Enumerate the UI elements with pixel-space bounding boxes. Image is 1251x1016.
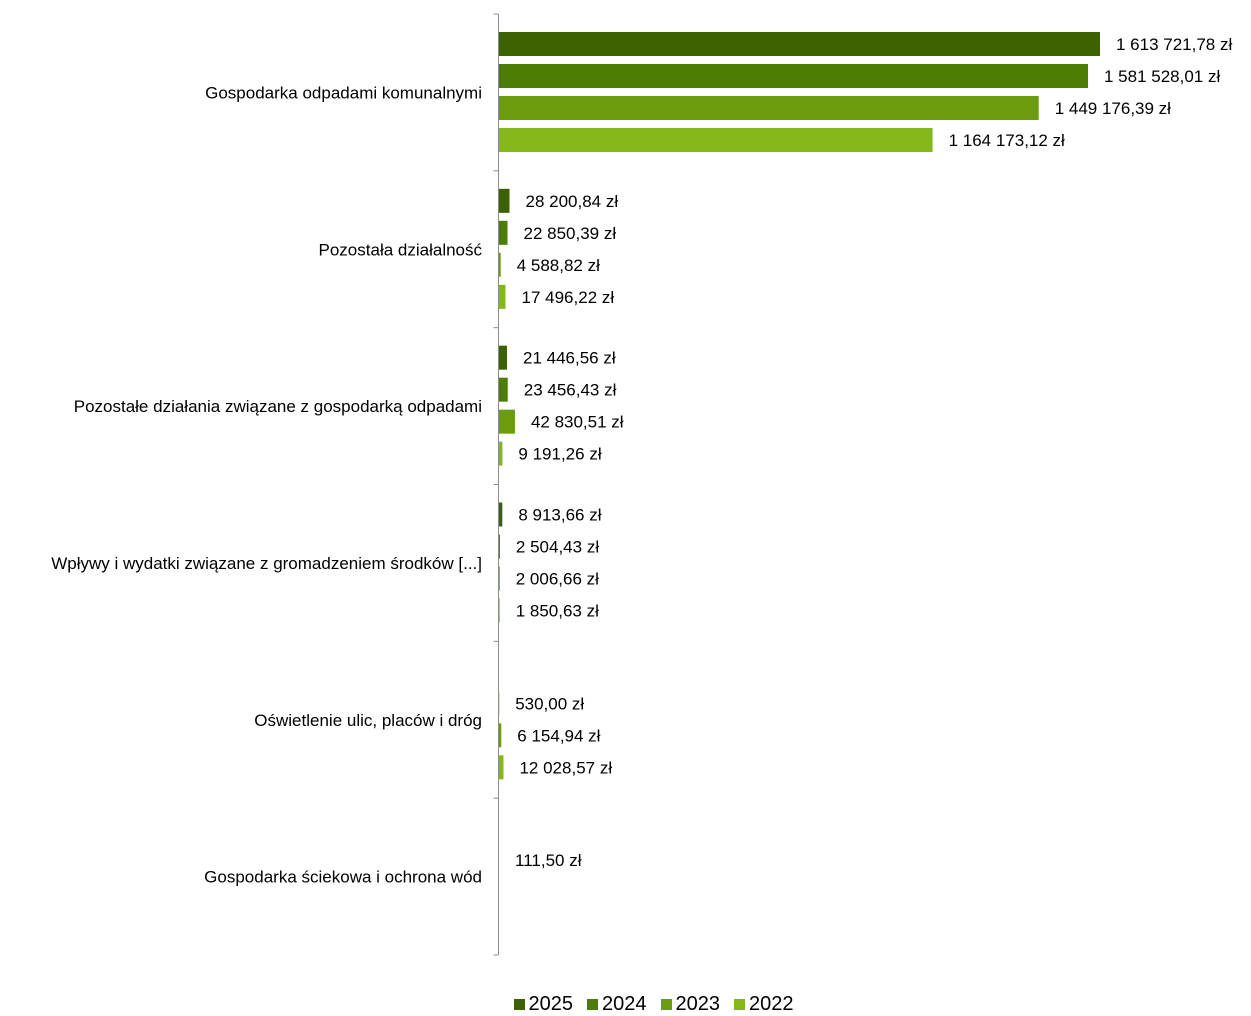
data-label: 42 830,51 zł	[531, 413, 624, 432]
data-label: 22 850,39 zł	[524, 224, 617, 243]
bar-2024	[499, 64, 1088, 88]
legend-swatch	[587, 999, 598, 1010]
legend-item-2022: 2022	[734, 993, 794, 1016]
category-label: Gospodarka ściekowa i ochrona wód	[204, 868, 482, 887]
bar-2023	[499, 410, 515, 434]
bar-2022	[499, 285, 506, 309]
category-label: Gospodarka odpadami komunalnymi	[205, 83, 482, 102]
legend-label: 2023	[676, 993, 721, 1016]
data-label: 1 850,63 zł	[516, 602, 599, 621]
bar-2024	[499, 221, 508, 245]
bar-2023	[499, 96, 1039, 120]
legend-item-2023: 2023	[661, 993, 721, 1016]
data-label: 2 504,43 zł	[516, 538, 599, 557]
legend-item-2024: 2024	[587, 993, 647, 1016]
bar-2025	[499, 346, 507, 370]
data-label: 28 200,84 zł	[526, 192, 619, 211]
bar-2023	[499, 253, 501, 277]
data-label: 111,50 zł	[515, 851, 582, 870]
legend-label: 2022	[749, 993, 794, 1016]
legend-swatch	[734, 999, 745, 1010]
value-labels: 1 613 721,78 zł 1 581 528,01 zł 1 449 176,…	[515, 35, 1232, 870]
category-label: Pozostała działalność	[319, 240, 483, 259]
bar-2025	[499, 503, 502, 527]
legend-item-2025: 2025	[514, 993, 574, 1016]
category-label: Pozostałe działania związane z gospodark…	[74, 397, 482, 416]
bar-2025	[499, 189, 510, 213]
data-label: 23 456,43 zł	[524, 381, 617, 400]
data-label: 1 581 528,01 zł	[1104, 67, 1220, 86]
data-label: 9 191,26 zł	[518, 445, 601, 464]
bar-2022	[499, 755, 503, 779]
category-label: Oświetlenie ulic, placów i dróg	[254, 711, 482, 730]
data-label: 8 913,66 zł	[518, 506, 601, 525]
legend-label: 2024	[602, 993, 647, 1016]
bar-chart: Gospodarka odpadami komunalnymi Pozostała…	[0, 0, 1251, 990]
data-label: 1 613 721,78 zł	[1116, 35, 1232, 54]
legend-label: 2025	[529, 993, 574, 1016]
legend-swatch	[661, 999, 672, 1010]
data-label: 12 028,57 zł	[519, 758, 612, 777]
bar-2025	[499, 32, 1100, 56]
bar-2024	[499, 535, 500, 559]
bar-2023	[499, 567, 500, 591]
bar-2023	[499, 723, 501, 747]
data-label: 530,00 zł	[515, 694, 584, 713]
legend-swatch	[514, 999, 525, 1010]
data-label: 2 006,66 zł	[516, 570, 599, 589]
category-labels: Gospodarka odpadami komunalnymi Pozostała…	[51, 83, 482, 886]
data-label: 1 449 176,39 zł	[1055, 99, 1171, 118]
data-label: 4 588,82 zł	[517, 256, 600, 275]
bar-2022	[499, 128, 933, 152]
data-label: 21 446,56 zł	[523, 349, 616, 368]
data-label: 17 496,22 zł	[522, 288, 615, 307]
category-axis	[494, 14, 499, 955]
bar-2022	[499, 599, 500, 623]
bar-2024	[499, 378, 508, 402]
legend: 2025 2024 2023 2022	[0, 992, 1251, 1016]
data-label: 6 154,94 zł	[517, 726, 600, 745]
category-label: Wpływy i wydatki związane z gromadzeniem…	[51, 554, 482, 573]
bar-2022	[499, 442, 502, 466]
data-label: 1 164 173,12 zł	[949, 131, 1065, 150]
